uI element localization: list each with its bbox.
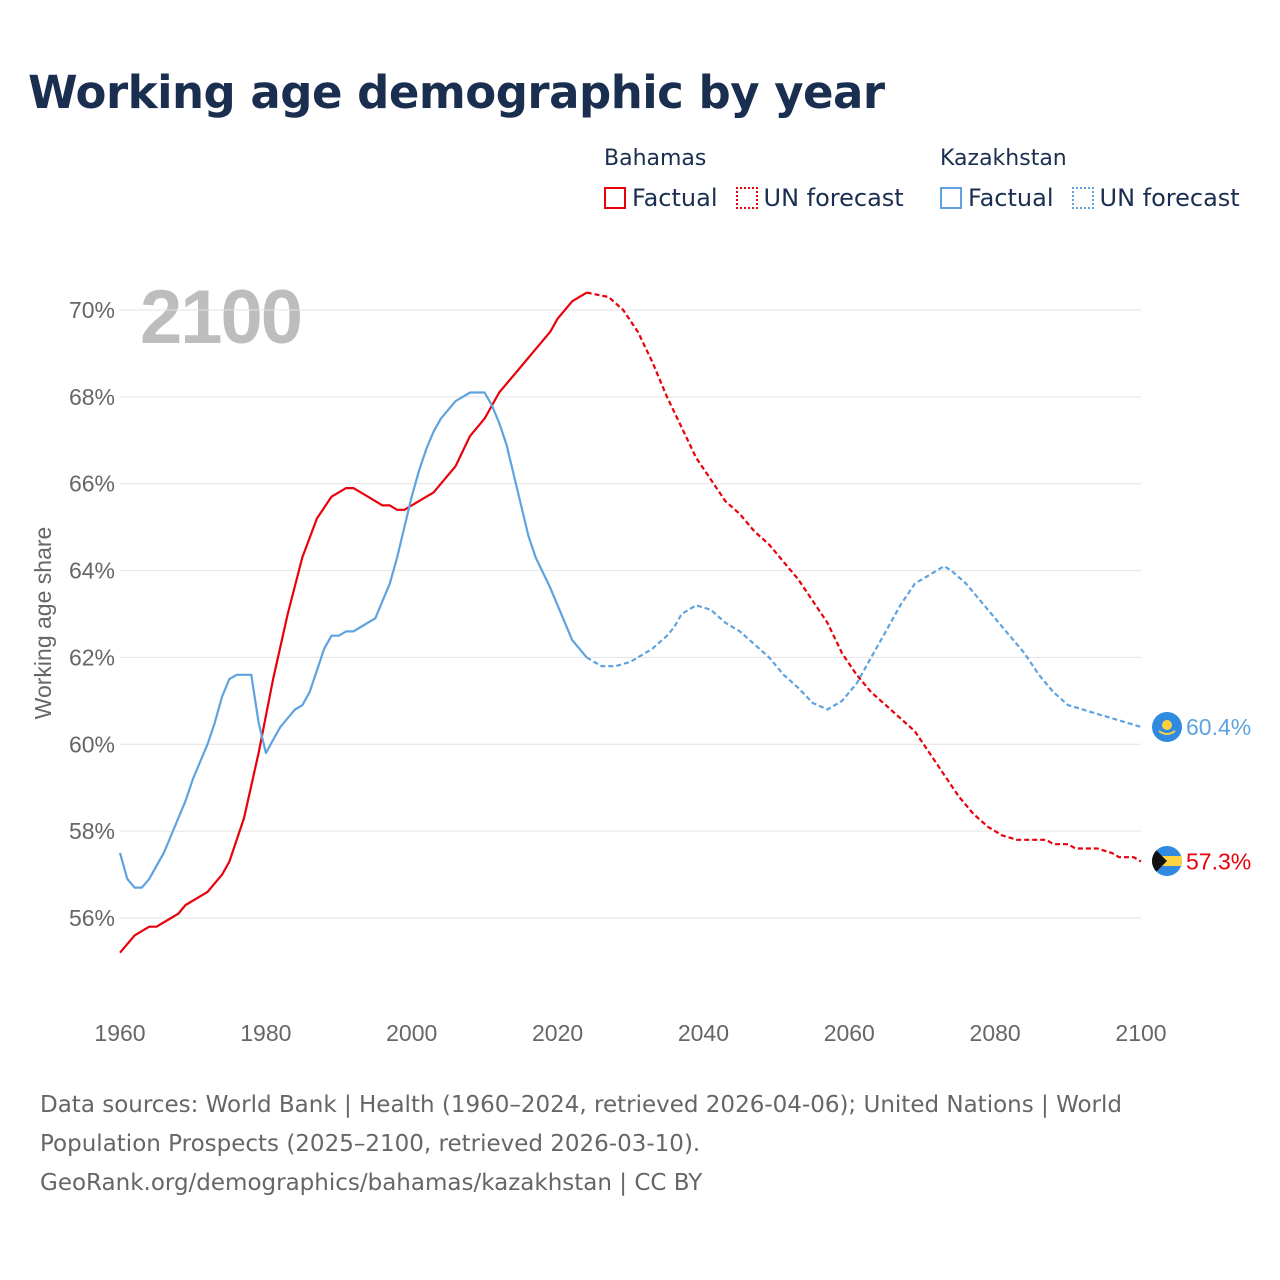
legend-group-bahamas: Bahamas Factual UN forecast (604, 144, 922, 212)
legend-swatch-solid (604, 187, 626, 209)
legend-item-kazakhstan-factual[interactable]: Factual (940, 184, 1054, 212)
x-tick-label: 2040 (678, 1020, 729, 1046)
legend-swatch-dotted (1071, 187, 1094, 209)
x-tick-label: 2060 (824, 1020, 875, 1046)
series-lines (118, 291, 1142, 954)
legend-group-name: Bahamas (604, 146, 707, 171)
bahamas-factual-line (119, 291, 588, 954)
x-axis: 1960 1980 2000 2020 2040 2060 2080 2100 (94, 1020, 1166, 1046)
line-chart: 2100 56% 58% 60% 62% 64% 66% 68% 70% 1960 1980 20… (30, 275, 1251, 1046)
legend-swatch-solid (940, 187, 962, 209)
end-labels: 57.3% 60.4% (1186, 714, 1251, 875)
x-tick-label: 2020 (532, 1020, 583, 1046)
y-axis-label: Working age share (30, 527, 56, 720)
bahamas-end-value: 57.3% (1186, 849, 1251, 875)
bahamas-forecast-line (586, 291, 1142, 863)
x-tick-label: 2080 (970, 1020, 1021, 1046)
kazakhstan-end-value: 60.4% (1186, 714, 1251, 740)
y-tick-label: 68% (69, 384, 115, 410)
x-tick-label: 1980 (240, 1020, 291, 1046)
year-watermark: 2100 (140, 275, 301, 360)
y-tick-label: 66% (69, 471, 115, 497)
x-tick-label: 2000 (386, 1020, 437, 1046)
source-line-1: Data sources: World Bank | Health (1960–… (40, 1092, 1122, 1157)
y-tick-label: 60% (69, 731, 115, 757)
y-tick-label: 70% (69, 297, 115, 323)
source-note: Data sources: World Bank | Health (1960–… (40, 1086, 1220, 1203)
y-tick-label: 64% (69, 558, 115, 584)
legend-label: UN forecast (763, 184, 904, 212)
legend-item-kazakhstan-forecast[interactable]: UN forecast (1071, 184, 1240, 212)
legend-item-bahamas-forecast[interactable]: UN forecast (735, 184, 904, 212)
legend-label: Factual (968, 184, 1054, 212)
x-tick-label: 1960 (94, 1020, 145, 1046)
legend-swatch-dotted (735, 187, 758, 209)
kazakhstan-forecast-line (586, 565, 1142, 728)
y-axis: 56% 58% 60% 62% 64% 66% 68% 70% (69, 297, 115, 931)
legend-label: UN forecast (1099, 184, 1240, 212)
kazakhstan-flag-icon (1152, 712, 1182, 742)
kazakhstan-factual-line (118, 391, 588, 889)
y-tick-label: 62% (69, 644, 115, 670)
source-line-2: GeoRank.org/demographics/bahamas/kazakhs… (40, 1170, 703, 1196)
legend-label: Factual (632, 184, 718, 212)
x-tick-label: 2100 (1115, 1020, 1166, 1046)
y-tick-label: 58% (69, 818, 115, 844)
grid-lines (120, 309, 1141, 919)
legend-group-kazakhstan: Kazakhstan Factual UN forecast (940, 144, 1258, 212)
y-tick-label: 56% (69, 905, 115, 931)
legend-group-name: Kazakhstan (940, 146, 1067, 171)
bahamas-flag-icon (1152, 846, 1182, 876)
legend-item-bahamas-factual[interactable]: Factual (604, 184, 718, 212)
chart-title: Working age demographic by year (28, 66, 885, 119)
